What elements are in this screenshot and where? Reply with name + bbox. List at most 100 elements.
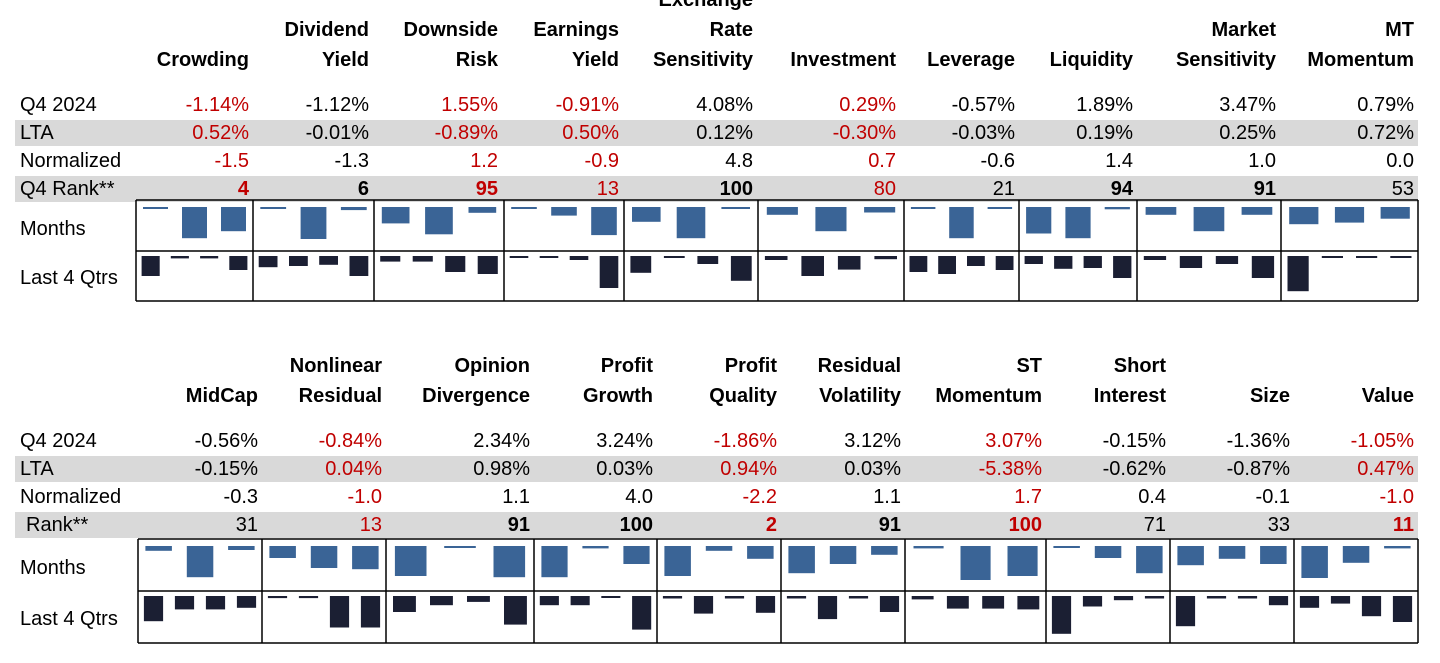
value-normalized: -1.0 xyxy=(1379,486,1414,508)
months-bar xyxy=(632,207,661,222)
months-bar xyxy=(1301,546,1328,578)
column-header: Growth xyxy=(583,385,653,407)
value-normalized: 0.4 xyxy=(1138,486,1166,508)
value-lta: 0.25% xyxy=(1219,122,1276,144)
quarter-bar xyxy=(1361,596,1382,617)
quarter-bar xyxy=(570,596,590,606)
months-bar xyxy=(1384,546,1411,549)
months-bar xyxy=(1334,207,1365,223)
value-lta: -0.89% xyxy=(434,122,498,144)
row-label-q4-2024: Q4 2024 xyxy=(20,94,97,116)
row-label-months: Months xyxy=(20,217,86,240)
row-label-lta: LTA xyxy=(20,122,54,144)
quarter-bar xyxy=(360,596,381,628)
quarter-bar xyxy=(1299,596,1320,608)
value-normalized: 1.2 xyxy=(470,150,498,172)
value-normalized: -0.6 xyxy=(980,150,1015,172)
quarter-bar xyxy=(1321,256,1343,258)
quarter-bar xyxy=(258,256,278,268)
value-normalized: -0.9 xyxy=(584,150,619,172)
value-normalized: 1.1 xyxy=(502,486,530,508)
months-bar xyxy=(425,207,453,235)
quarter-bar xyxy=(1144,596,1165,599)
quarter-bar xyxy=(1179,256,1203,268)
column-header: Volatility xyxy=(819,385,901,407)
value-lta: -0.62% xyxy=(1102,458,1166,480)
quarter-bar xyxy=(1143,256,1167,260)
value-normalized: -0.1 xyxy=(1255,486,1290,508)
row-label-last-4-qtrs: Last 4 Qtrs xyxy=(20,267,118,289)
value-rank: 11 xyxy=(1392,514,1414,536)
column-header: Sensitivity xyxy=(652,49,753,71)
column-header: Quality xyxy=(709,385,777,407)
months-bar xyxy=(221,207,246,232)
value-normalized: 0.7 xyxy=(868,150,896,172)
months-bar xyxy=(352,546,379,570)
months-bar xyxy=(910,207,936,209)
column-header: Rate xyxy=(709,19,753,41)
sparkline-grid xyxy=(137,538,1419,644)
column-header: MidCap xyxy=(185,385,258,407)
quarter-bar xyxy=(236,596,257,608)
quarter-bar xyxy=(697,256,719,264)
quarter-bar xyxy=(632,596,652,630)
months-bar xyxy=(815,207,847,232)
quarter-bar xyxy=(599,256,619,288)
months-bar xyxy=(705,546,733,551)
value-q4-2024: -0.15% xyxy=(1102,430,1166,452)
months-bar xyxy=(468,207,497,213)
value-q4-2024: -0.56% xyxy=(194,430,258,452)
value-rank: 100 xyxy=(1008,514,1042,536)
quarter-bar xyxy=(1175,596,1196,627)
value-lta: -0.15% xyxy=(194,458,258,480)
factor-panel-bottom: Q4 2024 LTA Normalized Rank** Months Last 4 Q… xyxy=(0,336,1440,663)
value-lta: -0.30% xyxy=(832,122,896,144)
quarter-bar xyxy=(938,256,956,274)
value-q4-2024: 1.55% xyxy=(441,94,498,116)
row-label-months: Months xyxy=(20,557,86,579)
quarter-bar xyxy=(289,256,308,266)
quarter-bar xyxy=(1206,596,1227,599)
quarter-bar xyxy=(143,596,164,622)
column-header: Nonlinear xyxy=(289,355,382,377)
column-header: Divergence xyxy=(422,385,530,407)
row-band xyxy=(15,456,1418,482)
months-bar xyxy=(381,207,410,224)
quarter-bar xyxy=(141,256,160,276)
months-bar xyxy=(143,207,168,209)
quarter-bar xyxy=(170,256,189,259)
quarter-bar xyxy=(298,596,319,599)
months-bar xyxy=(186,546,214,578)
column-header: Momentum xyxy=(935,385,1042,407)
months-bar xyxy=(1136,546,1163,574)
months-bar xyxy=(1104,207,1130,210)
value-rank: 31 xyxy=(235,514,258,536)
months-bar xyxy=(310,546,338,568)
column-header: Opinion xyxy=(454,355,530,377)
quarter-bar xyxy=(445,256,466,272)
months-bar xyxy=(676,207,706,239)
column-header: Yield xyxy=(571,49,619,71)
quarter-bar xyxy=(1083,256,1102,268)
quarter-bar xyxy=(174,596,195,610)
value-normalized: 1.1 xyxy=(873,486,901,508)
quarter-bar xyxy=(477,256,498,274)
column-header: Interest xyxy=(1093,385,1166,407)
quarter-bar xyxy=(1051,596,1072,634)
quarter-bar xyxy=(755,596,776,613)
value-q4-2024: 3.24% xyxy=(596,430,653,452)
quarter-bar xyxy=(229,256,248,270)
quarter-bar xyxy=(801,256,824,276)
months-bar xyxy=(444,546,476,548)
value-lta: 0.50% xyxy=(562,122,619,144)
row-label-normalized: Normalized xyxy=(20,150,122,172)
value-lta: 0.03% xyxy=(596,458,653,480)
row-label-rank: Q4 Rank** xyxy=(20,178,115,200)
quarter-bar xyxy=(200,256,219,259)
months-bar xyxy=(766,207,798,215)
sparkline-grid xyxy=(135,199,1419,302)
value-rank: 94 xyxy=(1110,178,1133,200)
value-q4-2024: -1.36% xyxy=(1226,430,1290,452)
quarter-bar xyxy=(967,256,985,266)
value-rank: 95 xyxy=(475,178,498,200)
